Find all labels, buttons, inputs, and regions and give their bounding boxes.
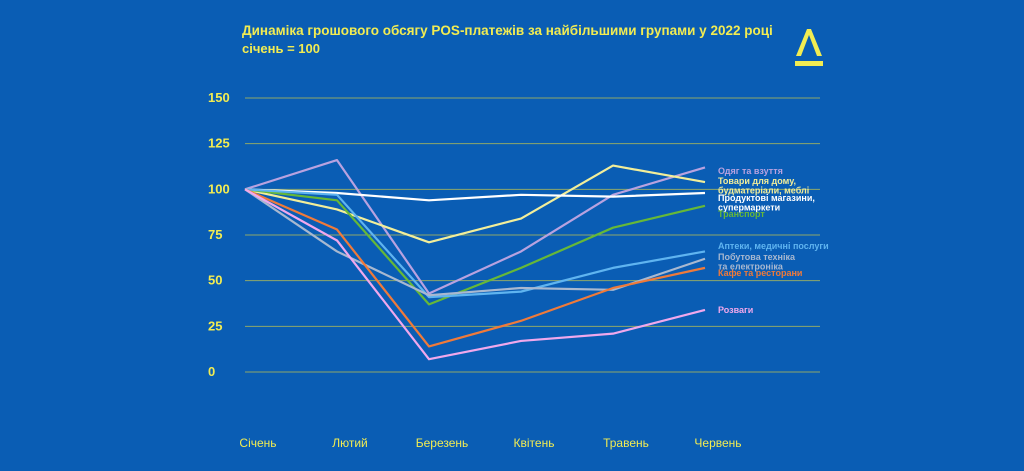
series-label: Розваги: [718, 305, 753, 315]
y-tick-label: 75: [208, 227, 222, 242]
x-tick-label: Лютий: [332, 436, 368, 450]
series-label: Аптеки, медичні послуги: [718, 241, 829, 251]
x-tick-label: Квітень: [514, 436, 555, 450]
series-line: [244, 188, 706, 202]
series-line: [244, 164, 706, 244]
series-label: Транспорт: [718, 209, 765, 219]
y-tick-label: 100: [208, 181, 230, 196]
series-line: [244, 188, 706, 348]
series-line: [244, 188, 706, 361]
x-tick-label: Червень: [694, 436, 741, 450]
series-line: [244, 188, 706, 299]
x-tick-label: Січень: [239, 436, 276, 450]
x-axis-ticks: Січень Лютий Березень Квітень Травень Червень: [239, 436, 741, 450]
y-axis-ticks: 0 25 50 75 100 125 150: [208, 90, 230, 379]
x-tick-label: Березень: [416, 436, 469, 450]
series-line: [244, 159, 706, 295]
y-tick-label: 125: [208, 136, 230, 151]
series-label: Кафе та ресторани: [718, 268, 802, 278]
y-tick-label: 50: [208, 273, 222, 288]
series-label: Товари для дому, будматеріали, меблі: [718, 176, 809, 196]
grid-layer: [245, 97, 820, 373]
chart-title: Динаміка грошового обсягу POS-платежів з…: [242, 23, 773, 38]
series-label: Побутова техніка та електроніка: [718, 252, 796, 272]
bank-logo: [795, 29, 823, 66]
x-tick-label: Травень: [603, 436, 649, 450]
y-tick-label: 150: [208, 90, 230, 105]
y-tick-label: 25: [208, 318, 222, 333]
series-label: Продуктові магазини, супермаркети: [718, 193, 815, 213]
series-line: [244, 188, 706, 306]
y-tick-label: 0: [208, 364, 215, 379]
chart-subtitle: січень = 100: [242, 41, 320, 56]
series-label: Одяг та взуття: [718, 166, 783, 176]
series-layer: [244, 159, 706, 361]
